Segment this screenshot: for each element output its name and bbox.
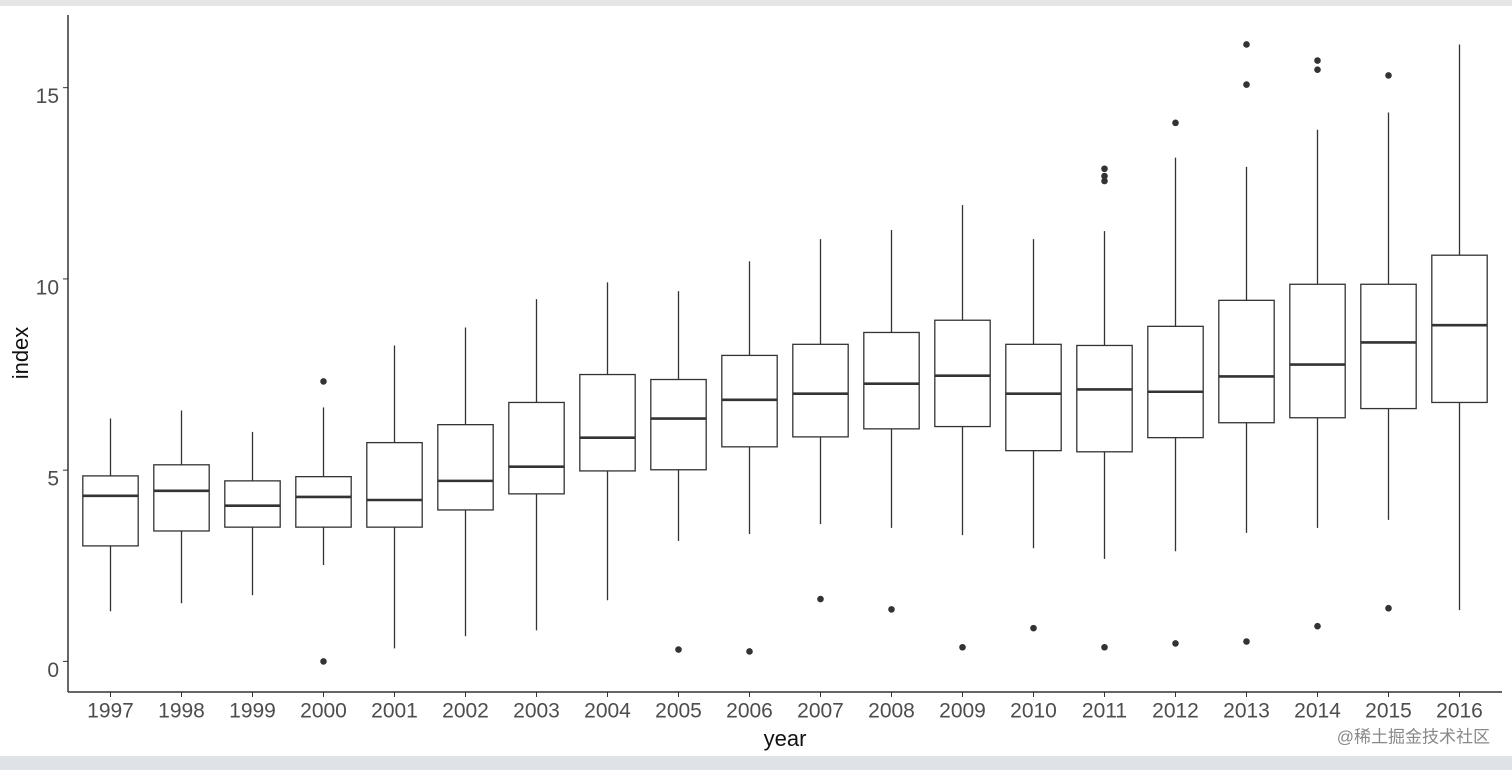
- x-tick-label: 2002: [442, 700, 489, 723]
- outlier: [1385, 72, 1392, 79]
- x-tick-label: 2010: [1010, 700, 1057, 723]
- x-tick-label: 1998: [158, 700, 205, 723]
- x-tick-label: 2004: [584, 700, 631, 723]
- box: [1431, 254, 1488, 404]
- box: [1360, 283, 1417, 410]
- outlier: [1243, 81, 1250, 88]
- outlier: [1314, 66, 1321, 73]
- outlier: [1101, 172, 1108, 180]
- outlier: [1243, 41, 1250, 48]
- outlier: [817, 595, 824, 603]
- box: [863, 331, 920, 430]
- box: [1289, 283, 1346, 419]
- outlier: [1172, 640, 1179, 647]
- box: [295, 476, 352, 528]
- outlier: [1030, 624, 1037, 632]
- outlier: [1172, 119, 1179, 127]
- x-tick-label: 1999: [229, 700, 276, 723]
- x-tick-label: 2006: [726, 700, 773, 723]
- box: [1218, 299, 1275, 424]
- box: [1147, 325, 1204, 439]
- box: [153, 464, 210, 532]
- box: [1005, 343, 1062, 452]
- box: [224, 480, 281, 528]
- watermark: @稀土掘金技术社区: [1337, 727, 1490, 746]
- outlier: [1314, 57, 1321, 64]
- outlier: [675, 646, 682, 653]
- box: [650, 378, 707, 471]
- x-tick-label: 2013: [1223, 700, 1270, 723]
- box: [1076, 344, 1133, 453]
- y-tick-label: 0: [47, 659, 59, 682]
- box: [82, 475, 139, 547]
- x-tick-label: 1997: [87, 700, 134, 723]
- box: [366, 441, 423, 528]
- outlier: [1385, 604, 1392, 612]
- y-tick-label: 5: [47, 468, 59, 491]
- outlier: [888, 606, 895, 613]
- x-tick-label: 2008: [868, 700, 915, 723]
- x-tick-label: 2007: [797, 700, 844, 723]
- outlier: [1314, 622, 1321, 630]
- x-axis-title: year: [764, 726, 807, 751]
- box: [721, 354, 778, 448]
- y-tick-label: 15: [36, 85, 59, 108]
- box: [792, 343, 849, 438]
- x-tick-label: 2001: [371, 700, 418, 723]
- y-axis-title: index: [8, 327, 33, 380]
- taskbar: [0, 756, 1512, 770]
- x-tick-label: 2012: [1152, 700, 1199, 723]
- top-strip: [0, 0, 1512, 6]
- x-tick-label: 2014: [1294, 700, 1341, 723]
- x-tick-label: 2000: [300, 700, 347, 723]
- outlier: [1101, 643, 1108, 651]
- outlier: [1101, 165, 1108, 173]
- box: [437, 423, 494, 511]
- x-tick-label: 2016: [1436, 700, 1483, 723]
- box: [579, 373, 636, 472]
- x-tick-label: 2009: [939, 700, 986, 723]
- outlier: [1243, 638, 1250, 645]
- outlier: [1101, 177, 1108, 185]
- outlier: [320, 378, 327, 385]
- y-tick-label: 10: [36, 276, 59, 299]
- x-tick-label: 2011: [1082, 700, 1127, 723]
- x-tick-label: 2003: [513, 700, 560, 723]
- outlier: [959, 643, 966, 651]
- x-tick-label: 2005: [655, 700, 702, 723]
- box: [508, 401, 565, 495]
- box: [934, 319, 991, 428]
- x-tick-label: 2015: [1365, 700, 1412, 723]
- outlier: [320, 658, 327, 665]
- outlier: [746, 648, 753, 655]
